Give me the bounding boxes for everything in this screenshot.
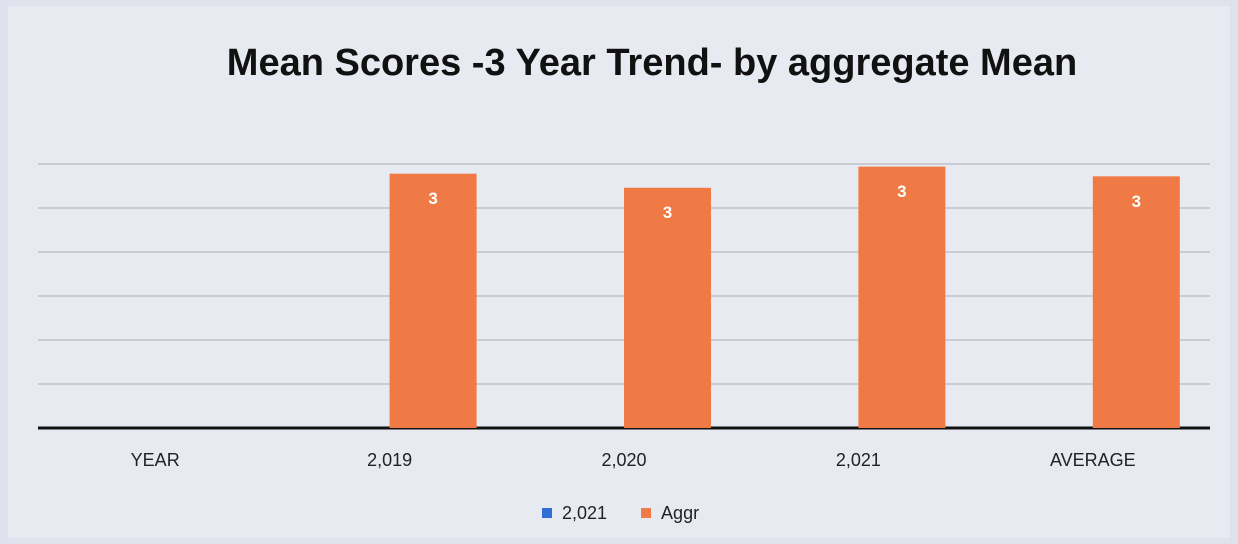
bar [389,173,477,428]
x-tick-label: AVERAGE [1050,450,1136,470]
legend-label: Aggr [661,503,699,523]
bar [624,187,711,428]
legend-swatch [641,508,652,518]
chart-title: Mean Scores -3 Year Trend- by aggregate … [227,42,1077,84]
x-tick-label: 2,019 [367,450,412,470]
legend-swatch [542,508,552,518]
data-label: 3 [897,182,906,201]
chart-background [8,6,1230,538]
x-tick-label: YEAR [131,450,180,470]
bar [858,166,946,428]
data-label: 3 [428,189,437,208]
data-label: 3 [663,203,672,222]
x-tick-label: 2,020 [601,450,646,470]
data-label: 3 [1132,192,1141,211]
bar [1092,176,1180,428]
x-tick-label: 2,021 [836,450,881,470]
legend-label: 2,021 [562,503,607,523]
